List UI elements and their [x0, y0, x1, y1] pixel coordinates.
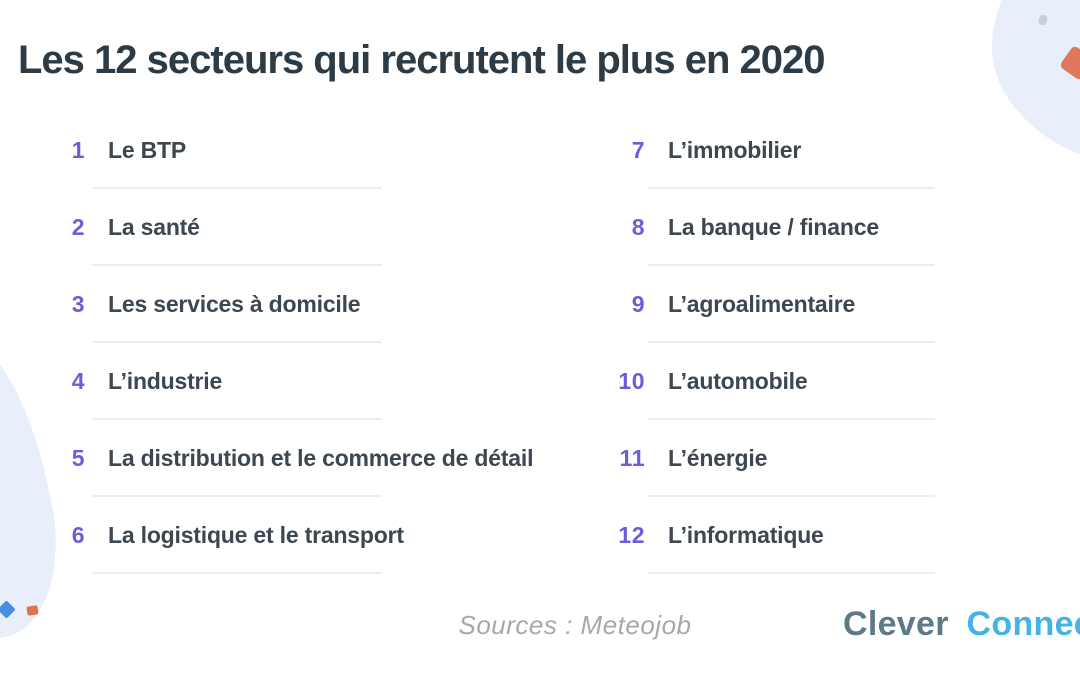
source-label: Sources : Meteojob: [458, 610, 692, 640]
sector-label: L’automobile: [668, 368, 808, 394]
sector-label: L’énergie: [668, 445, 768, 471]
sector-rank: 9: [631, 291, 645, 317]
sector-label: La banque / finance: [668, 214, 879, 240]
sector-rank: 1: [71, 137, 85, 163]
sector-label: Le BTP: [108, 137, 187, 163]
logo-part-connect: Connect: [966, 605, 1080, 643]
clever-connect-logo: Clever Connect: [843, 605, 1080, 644]
sector-row: 11 L’énergie: [608, 420, 945, 497]
sector-rank: 3: [71, 291, 85, 317]
blob-top-right: [976, 0, 1080, 184]
row-divider: [647, 572, 935, 574]
row-divider: [647, 187, 935, 189]
sector-rank: 11: [619, 445, 645, 471]
sectors-list: 1 Le BTP 2 La santé 3 Les services à dom…: [65, 112, 947, 574]
row-divider: [92, 341, 382, 343]
sector-rank: 5: [71, 445, 85, 471]
sector-row: 2 La santé: [65, 189, 580, 266]
sector-row: 6 La logistique et le transport: [65, 497, 580, 574]
sector-row: 8 La banque / finance: [608, 189, 945, 266]
sector-row: 3 Les services à domicile: [65, 266, 580, 343]
sector-label: La santé: [108, 214, 200, 240]
row-divider: [92, 495, 382, 497]
row-divider: [647, 341, 935, 343]
sector-rank: 2: [71, 214, 85, 240]
sector-label: L’industrie: [108, 368, 223, 394]
sector-label: La logistique et le transport: [108, 522, 404, 548]
row-divider: [92, 418, 382, 420]
sector-rank: 6: [71, 522, 85, 548]
sector-row: 5 La distribution et le commerce de déta…: [65, 420, 580, 497]
row-divider: [92, 187, 382, 189]
row-divider: [647, 495, 935, 497]
sector-rank: 12: [618, 522, 645, 548]
sector-label: La distribution et le commerce de détail: [108, 445, 534, 471]
sector-row: 1 Le BTP: [65, 112, 580, 189]
row-divider: [647, 264, 935, 266]
sector-label: L’informatique: [668, 522, 824, 548]
sector-row: 7 L’immobilier: [608, 112, 945, 189]
sector-label: L’agroalimentaire: [668, 291, 856, 317]
sector-row: 10 L’automobile: [608, 343, 945, 420]
logo-part-clever: Clever: [843, 605, 949, 643]
row-divider: [92, 572, 382, 574]
page-title: Les 12 secteurs qui recrutent le plus en…: [18, 38, 825, 82]
sector-row: 9 L’agroalimentaire: [608, 266, 945, 343]
sector-row: 12 L’informatique: [608, 497, 945, 574]
row-divider: [647, 418, 935, 420]
sectors-column-left: 1 Le BTP 2 La santé 3 Les services à dom…: [65, 112, 580, 574]
orange-square-decoration: [26, 605, 39, 616]
sector-label: L’immobilier: [668, 137, 802, 163]
sector-rank: 4: [71, 368, 85, 394]
sector-rank: 10: [618, 368, 645, 394]
sector-rank: 8: [631, 214, 645, 240]
sectors-column-right: 7 L’immobilier 8 La banque / finance 9 L…: [608, 112, 945, 574]
sector-rank: 7: [631, 137, 645, 163]
row-divider: [92, 264, 382, 266]
sector-label: Les services à domicile: [108, 291, 361, 317]
sector-row: 4 L’industrie: [65, 343, 580, 420]
